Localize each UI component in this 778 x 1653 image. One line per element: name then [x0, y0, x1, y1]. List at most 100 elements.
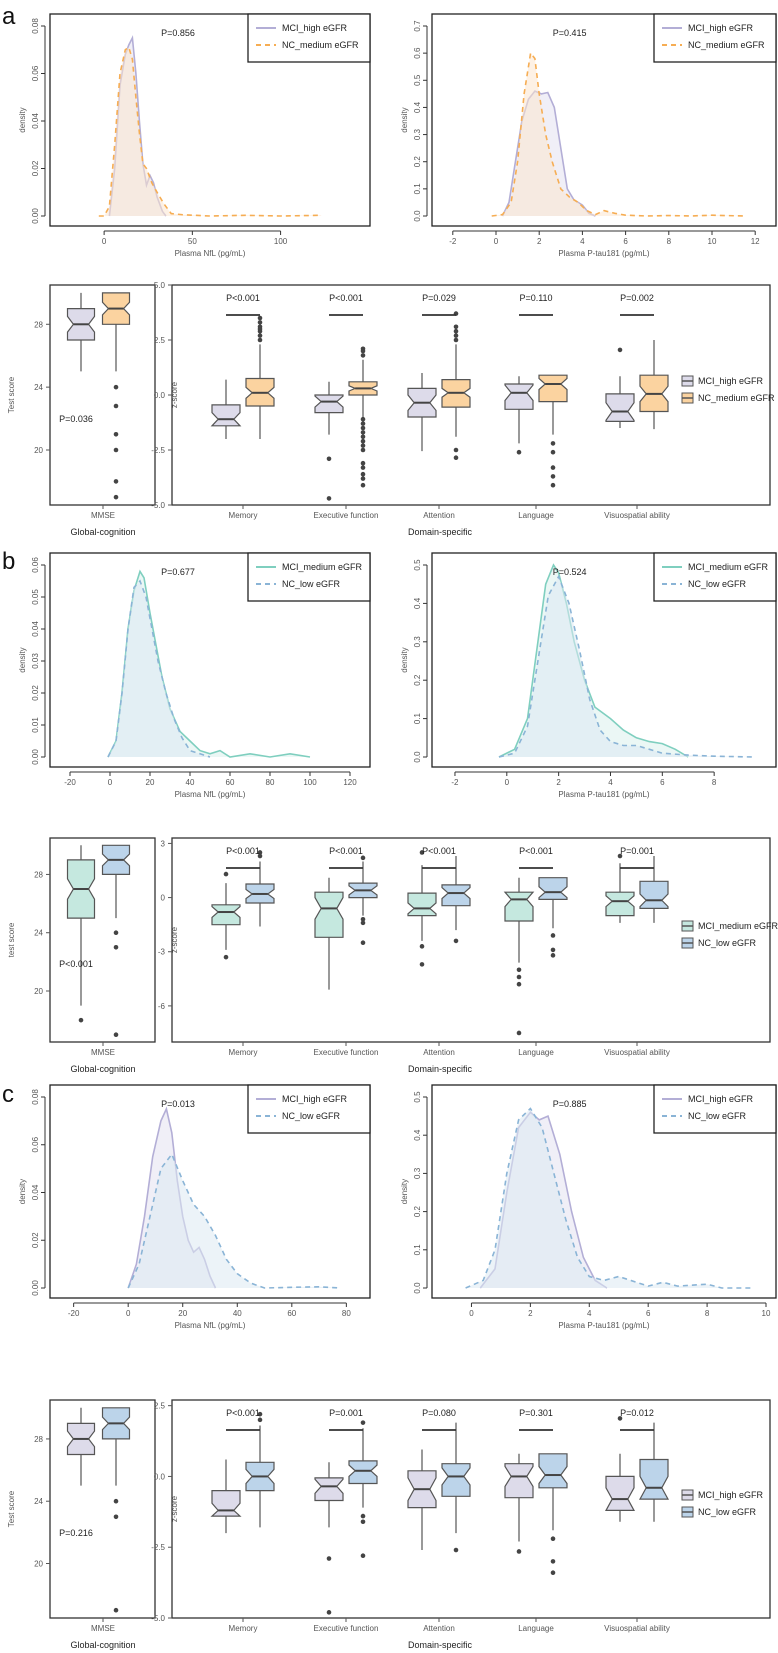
x-tick-label: 12 — [751, 237, 760, 246]
outlier-point — [516, 449, 522, 455]
x-tick-label: -2 — [451, 778, 459, 787]
density-plot-nfl: -20 0 20 40 60 80 100 120 0.00 0.01 0.02 0.03 0.04 0.… — [18, 552, 371, 799]
panel-c: c-20 0 20 40 60 800.000.020.040.060.08density… — [2, 1081, 777, 1650]
y-tick-label: -2.5 — [151, 446, 165, 455]
outlier-point — [360, 940, 366, 946]
x-tick-label: 40 — [233, 1309, 242, 1318]
x-tick-label: Language — [518, 1624, 554, 1633]
outlier-point — [516, 1549, 522, 1554]
x-axis-label: Plasma NfL (pg/mL) — [175, 1321, 246, 1330]
box-body — [210, 404, 242, 427]
y-tick-label: 0 — [161, 894, 166, 903]
outlier-point — [360, 438, 366, 444]
outlier-point — [113, 403, 119, 409]
plot-frame — [171, 837, 771, 1043]
p-value: P<0.001 — [329, 846, 363, 856]
y-axis-label: density — [18, 107, 27, 132]
outlier-point — [453, 938, 459, 944]
outlier-point — [257, 1411, 263, 1417]
outlier-point — [257, 853, 263, 859]
x-tick-label: 10 — [708, 237, 717, 246]
y-tick-label: 0.03 — [31, 653, 40, 669]
outlier-point — [550, 953, 556, 958]
y-tick-label: 0.04 — [31, 1184, 40, 1200]
x-tick-label: 4 — [587, 1309, 592, 1318]
p-value: P=0.001 — [329, 1408, 363, 1418]
x-tick-label: 6 — [660, 778, 665, 787]
box — [348, 855, 378, 946]
box — [245, 315, 275, 439]
x-tick-label: 10 — [762, 1309, 771, 1318]
outlier-point — [516, 981, 522, 987]
y-tick-label: -5.0 — [151, 501, 165, 510]
outlier-point — [113, 384, 119, 390]
density-line-1 — [107, 579, 211, 758]
box — [101, 292, 131, 500]
density-line-0 — [501, 90, 596, 217]
density-plot-nfl: 0 50 100 0.00 0.02 0.04 0.06 0.08 density Plasma … — [18, 13, 371, 258]
x-tick-label: 6 — [646, 1309, 651, 1318]
p-value: P=0.080 — [422, 1408, 456, 1418]
outlier-point — [326, 1610, 332, 1615]
y-tick-label: 28 — [34, 870, 43, 879]
y-tick-label: 0.5 — [413, 74, 422, 86]
outlier-point — [360, 416, 366, 422]
outlier-point — [453, 447, 459, 453]
outlier-point — [257, 850, 263, 855]
legend: MCI_high eGFR NC_low eGFR — [247, 1084, 371, 1134]
y-tick-label: 0.02 — [31, 160, 40, 176]
box — [66, 1407, 96, 1486]
box — [101, 1407, 131, 1613]
outlier-point — [360, 421, 366, 426]
p-value: P=0.301 — [519, 1408, 553, 1418]
y-tick-label: 0.0 — [154, 391, 166, 400]
x-tick-label: Attention — [423, 511, 455, 520]
x-tick-label: Executive function — [314, 1624, 379, 1633]
p-value: P<0.001 — [519, 846, 553, 856]
panel-label: c — [2, 1081, 14, 1108]
box-body — [605, 393, 635, 422]
outlier-point — [550, 482, 556, 488]
outlier-point — [550, 449, 556, 455]
outlier-point — [360, 482, 366, 488]
outlier-point — [550, 947, 556, 953]
box — [538, 374, 568, 488]
box-body — [314, 1477, 344, 1502]
box-body — [503, 891, 535, 922]
outlier-point — [360, 353, 366, 358]
global-cognition-boxplot: 20 24 28 test score P<0.001 MMSE Global-cognit… — [7, 837, 156, 1074]
box-body — [605, 891, 635, 917]
outlier-point — [360, 434, 366, 440]
density-area — [98, 47, 322, 217]
y-axis-label: z-score — [170, 381, 179, 408]
outlier-point — [550, 441, 556, 446]
x-axis-label: Domain-specific — [408, 1064, 473, 1074]
outlier-point — [550, 1559, 556, 1564]
x-tick-label: -20 — [68, 1309, 80, 1318]
outlier-point — [360, 465, 366, 470]
y-tick-label: 0.04 — [31, 621, 40, 637]
box-body — [504, 383, 534, 410]
domain-specific-boxplot: -5.0 -2.5 0.0 2.5 z-score P<0.001 Memory P=0.00… — [151, 1399, 771, 1650]
outlier-point — [257, 324, 263, 330]
x-axis-label: Plasma P-tau181 (pg/mL) — [558, 790, 649, 799]
y-tick-label: 0.01 — [31, 717, 40, 733]
box-body — [504, 1463, 534, 1499]
y-axis-label: density — [18, 647, 27, 672]
y-tick-label: 3 — [161, 839, 166, 848]
outlier-point — [453, 333, 459, 338]
legend-label: MCI_high eGFR — [688, 1094, 754, 1104]
box — [314, 381, 344, 501]
outlier-point — [550, 1536, 556, 1542]
legend: MCI_high eGFR NC_medium eGFR — [653, 13, 777, 63]
box-body — [348, 1460, 378, 1485]
panel-label: a — [2, 3, 16, 30]
y-tick-label: 0.00 — [31, 1280, 40, 1296]
y-tick-label: 0.06 — [31, 557, 40, 573]
x-tick-label: 2 — [556, 778, 561, 787]
outlier-point — [223, 954, 229, 960]
box — [504, 376, 534, 455]
legend-frame — [653, 13, 777, 63]
x-axis-label: Domain-specific — [408, 1640, 473, 1650]
